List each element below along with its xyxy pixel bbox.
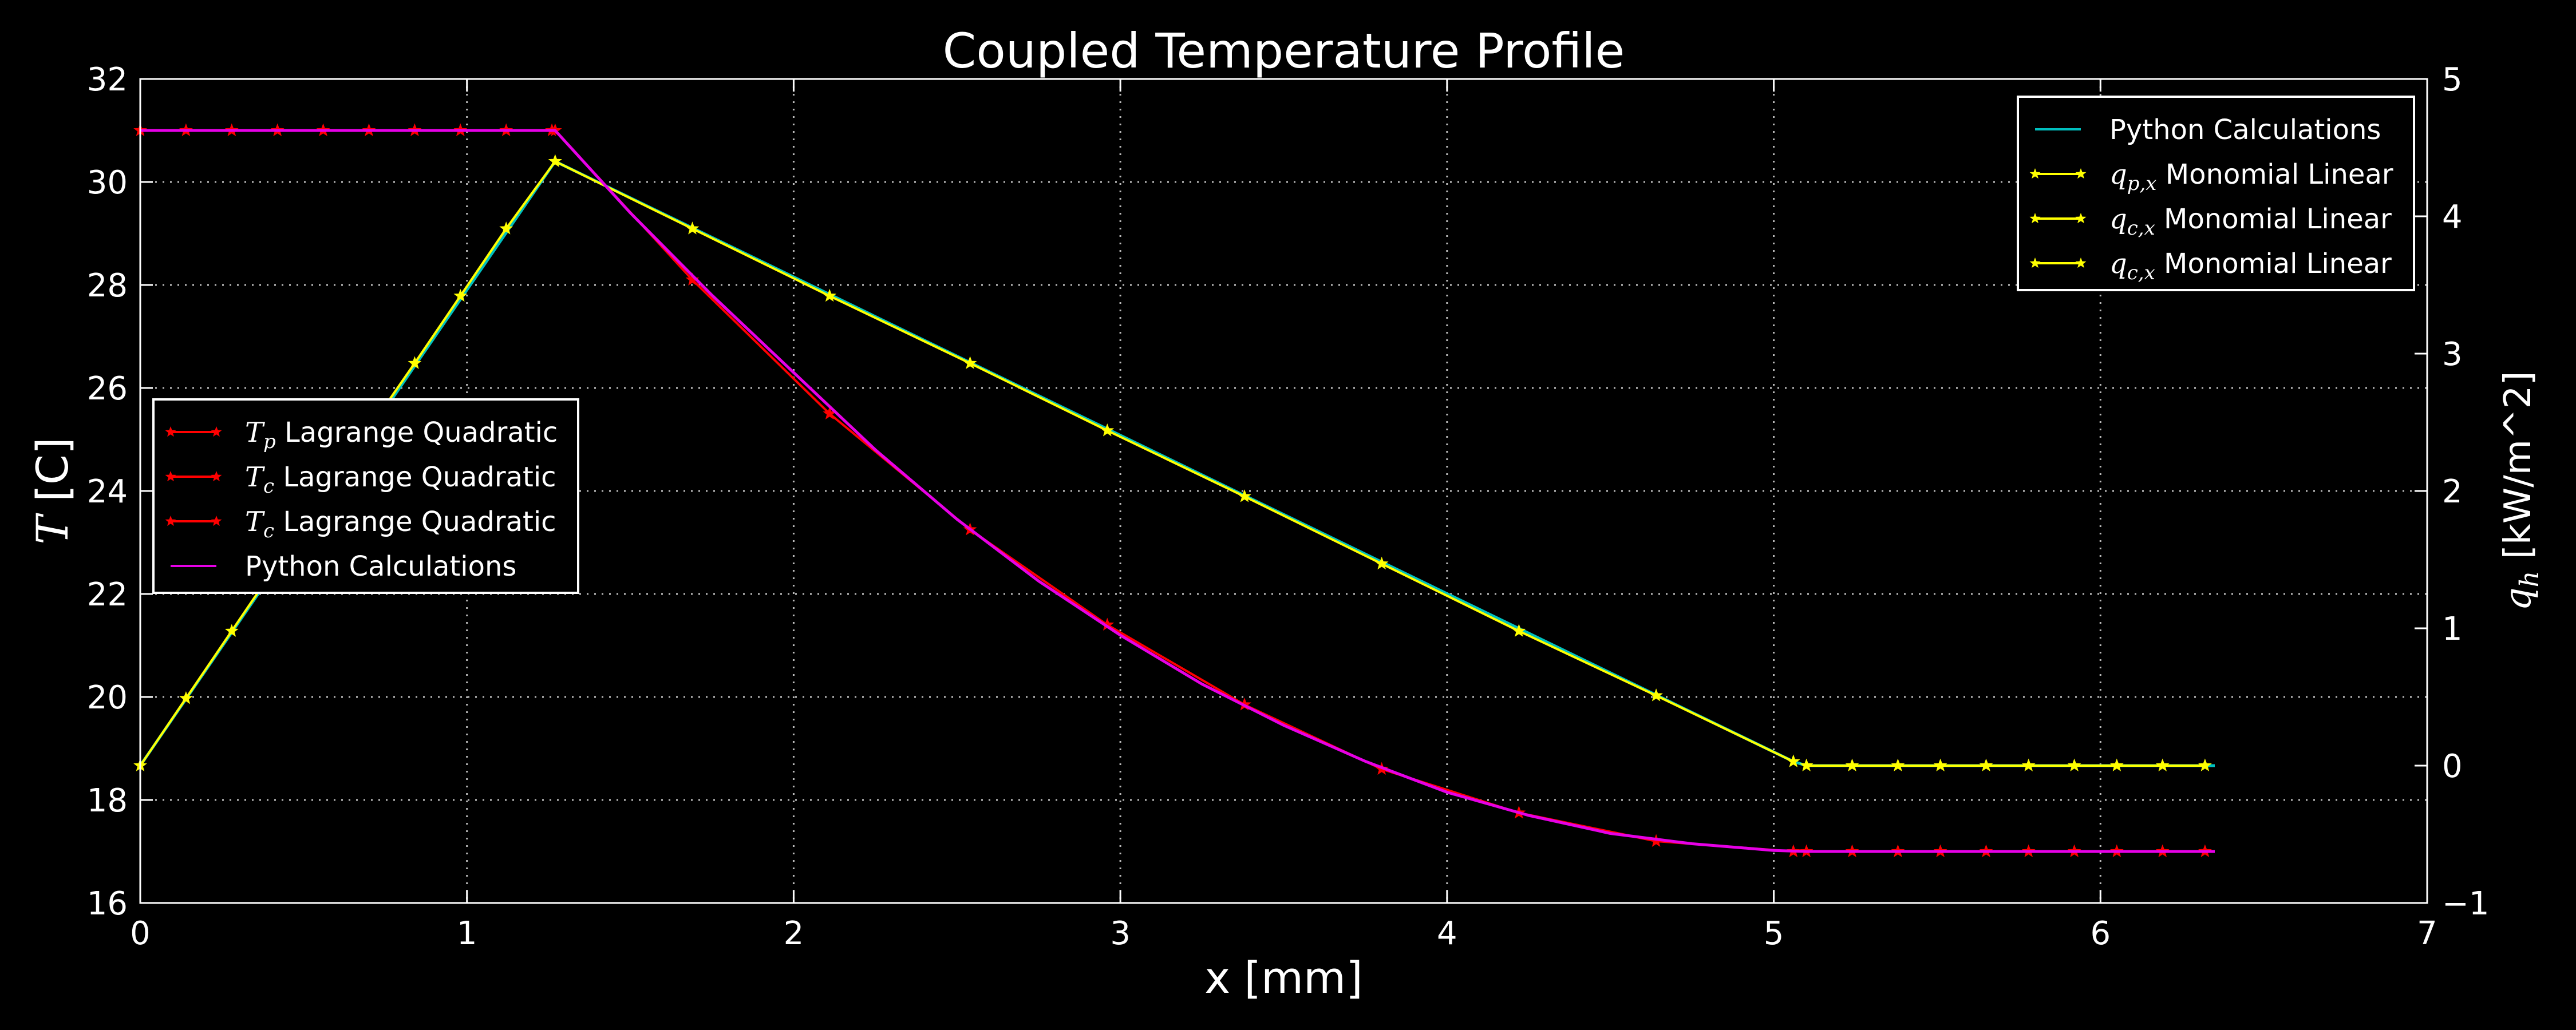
x-tick-label: 1 <box>457 915 477 952</box>
y-left-tick-label: 16 <box>87 885 128 922</box>
x-tick-label: 7 <box>2417 915 2437 952</box>
y-left-tick-label: 32 <box>87 61 128 98</box>
heat-flux-series-3-point <box>1845 758 1859 772</box>
heat-flux-series-2-point <box>685 221 700 235</box>
heat-flux-series-3-point <box>2110 758 2124 772</box>
temperature-series-3-line <box>140 129 2215 853</box>
legend-entry-label: Python Calculations <box>245 550 516 583</box>
y-right-tick-label: −1 <box>2442 885 2490 922</box>
legend-swatch-marker <box>165 516 176 526</box>
y-right-tick-label: 4 <box>2442 199 2463 236</box>
legend-box <box>152 398 579 594</box>
heat-flux-series-2-point <box>1649 688 1663 702</box>
legend-swatch-marker <box>2029 168 2041 179</box>
legend-entry-label: Tp Lagrange Quadratic <box>245 417 558 453</box>
plot-series <box>133 123 2215 858</box>
heat-flux-series-3-point <box>1891 758 1905 772</box>
x-axis-label: x [mm] <box>1204 952 1363 1003</box>
legend-entry-label: Tc Lagrange Quadratic <box>245 506 556 542</box>
y-left-tick-label: 30 <box>87 164 128 201</box>
legend-entry-label: Python Calculations <box>2109 114 2381 146</box>
legend-heat-flux: Python Calculations qp,x Monomial Linear q… <box>2017 96 2415 291</box>
x-tick-label: 3 <box>1110 915 1131 952</box>
heat-flux-series-3-point <box>1799 758 1814 772</box>
y-left-tick-label: 18 <box>87 782 128 819</box>
legend-swatch-marker <box>211 426 222 437</box>
legend-swatch-marker <box>2029 213 2041 224</box>
x-tick-label: 5 <box>1764 915 1784 952</box>
y-axis-left-label: T [C] <box>27 437 78 544</box>
heat-flux-series-1-point <box>179 691 193 704</box>
x-tick-label: 6 <box>2090 915 2111 952</box>
legend-swatch-marker <box>2075 213 2087 224</box>
heat-flux-series-2-point <box>1512 624 1526 637</box>
y-right-tick-label: 3 <box>2442 336 2463 373</box>
heat-flux-series-2-point <box>1100 423 1115 437</box>
heat-flux-series-2-point <box>1374 556 1389 570</box>
y-right-tick-label: 5 <box>2442 61 2463 98</box>
y-right-tick-label: 0 <box>2442 748 2463 785</box>
heat-flux-series-1-point <box>499 221 513 235</box>
legend-entry-label: qc,x Monomial Linear <box>2109 203 2392 240</box>
y-axis-right-label: qh [kW/m^2] <box>2497 371 2545 611</box>
heat-flux-series-2-point <box>548 154 562 168</box>
y-axis-right-text: qh [kW/m^2] <box>2497 371 2545 611</box>
heat-flux-series-3-point <box>2021 758 2036 772</box>
y-left-tick-label: 26 <box>87 370 128 407</box>
heat-flux-series-1-point <box>408 356 422 369</box>
x-tick-label: 4 <box>1437 915 1457 952</box>
legend-entry-label: qp,x Monomial Linear <box>2109 159 2393 195</box>
heat-flux-series-2-point <box>1238 489 1251 502</box>
legend-temperature: Tp Lagrange Quadratic Tc Lagrange Quadrat… <box>152 398 579 594</box>
y-right-tick-label: 2 <box>2442 473 2463 510</box>
x-tick-label: 2 <box>784 915 804 952</box>
chart-title: Coupled Temperature Profile <box>943 23 1625 79</box>
legend-swatch-marker <box>2029 258 2041 268</box>
heat-flux-series-3-point <box>1933 758 1947 772</box>
legend-swatch-marker <box>2075 168 2087 179</box>
heat-flux-series-2-line <box>554 160 1794 763</box>
legend-swatch-marker <box>165 426 176 437</box>
heat-flux-series-2-point <box>823 288 837 302</box>
heat-flux-series-3-point <box>2067 758 2081 772</box>
legend-entry-label: Tc Lagrange Quadratic <box>245 461 556 498</box>
heat-flux-series-3-point <box>1979 758 1993 772</box>
heat-flux-series-2-point <box>963 356 977 369</box>
y-left-tick-label: 20 <box>87 679 128 716</box>
legend-swatch-marker <box>2075 258 2087 268</box>
legend-swatch-marker <box>211 471 222 482</box>
heat-flux-series-3-point <box>2155 758 2170 772</box>
legend-box <box>2017 96 2415 291</box>
heat-flux-series-2-point <box>1787 754 1800 767</box>
heat-flux-series-1-point <box>453 288 468 302</box>
y-axis-left-text: T [C] <box>27 437 78 544</box>
heat-flux-series-1-point <box>224 624 239 637</box>
legend-entry-label: qc,x Monomial Linear <box>2109 248 2392 284</box>
y-left-tick-label: 24 <box>87 473 128 510</box>
temperature-series-1-point <box>685 272 700 286</box>
y-right-tick-label: 1 <box>2442 611 2463 648</box>
axis-ticks: 0 1 2 3 4 5 6 7 16 18 20 22 24 26 28 30 32 −1 0 1 2 3 4 5 <box>87 61 2490 952</box>
y-left-tick-label: 22 <box>87 576 128 613</box>
x-tick-label: 0 <box>130 915 151 952</box>
legend-swatch-marker <box>211 516 222 526</box>
heat-flux-series-3-point <box>2198 758 2212 772</box>
legend-swatch-marker <box>165 471 176 482</box>
y-left-tick-label: 28 <box>87 267 128 304</box>
